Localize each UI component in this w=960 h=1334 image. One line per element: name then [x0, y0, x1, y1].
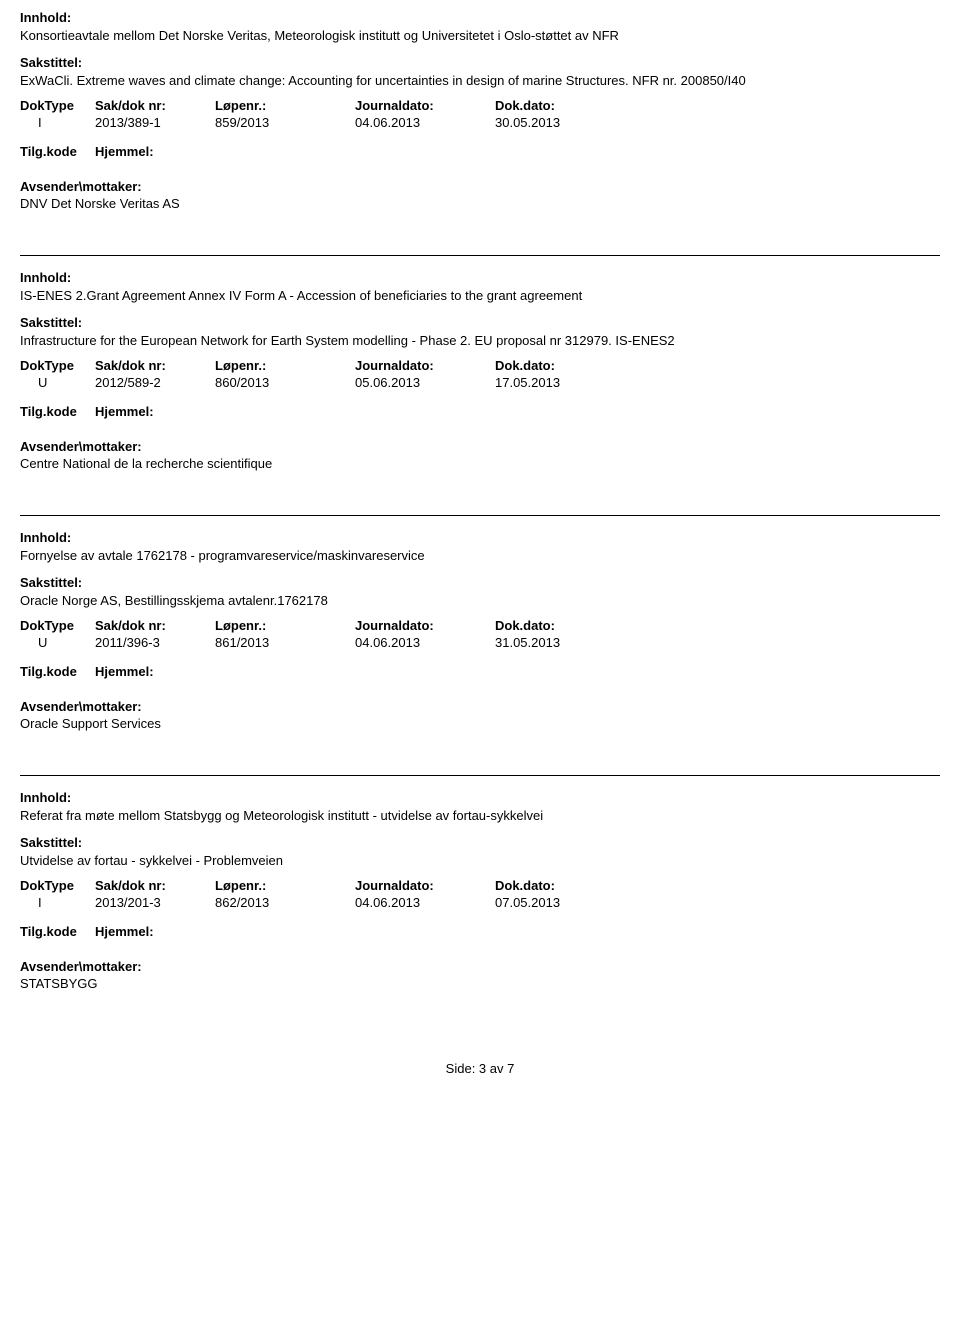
sakstittel-label: Sakstittel: [20, 315, 940, 330]
tilgkode-label: Tilg.kode [20, 664, 95, 679]
journaldato-header: Journaldato: [355, 358, 495, 373]
dokdato-value: 31.05.2013 [495, 635, 635, 650]
journaldato-value: 04.06.2013 [355, 635, 495, 650]
journaldato-value: 05.06.2013 [355, 375, 495, 390]
doktype-header: DokType [20, 358, 95, 373]
sakdoknr-header: Sak/dok nr: [95, 618, 215, 633]
journal-record: Innhold: Konsortieavtale mellom Det Nors… [20, 10, 940, 211]
avsender-label: Avsender\mottaker: [20, 959, 940, 974]
avsender-text: DNV Det Norske Veritas AS [20, 196, 940, 211]
dokdato-value: 17.05.2013 [495, 375, 635, 390]
tilg-row: Tilg.kode Hjemmel: [20, 664, 940, 679]
dokdato-value: 30.05.2013 [495, 115, 635, 130]
lopenr-header: Løpenr.: [215, 878, 355, 893]
page-footer: Side: 3 av 7 [20, 1061, 940, 1076]
separator [20, 515, 940, 516]
sakstittel-text: Infrastructure for the European Network … [20, 333, 940, 348]
data-row: I 2013/201-3 862/2013 04.06.2013 07.05.2… [20, 895, 940, 910]
journaldato-value: 04.06.2013 [355, 115, 495, 130]
header-row: DokType Sak/dok nr: Løpenr.: Journaldato… [20, 98, 940, 113]
innhold-label: Innhold: [20, 270, 940, 285]
innhold-text: Referat fra møte mellom Statsbygg og Met… [20, 808, 940, 823]
hjemmel-label: Hjemmel: [95, 664, 154, 679]
hjemmel-label: Hjemmel: [95, 144, 154, 159]
innhold-label: Innhold: [20, 10, 940, 25]
sakstittel-text: Oracle Norge AS, Bestillingsskjema avtal… [20, 593, 940, 608]
doktype-header: DokType [20, 98, 95, 113]
dokdato-value: 07.05.2013 [495, 895, 635, 910]
sakdoknr-header: Sak/dok nr: [95, 98, 215, 113]
lopenr-header: Løpenr.: [215, 618, 355, 633]
header-row: DokType Sak/dok nr: Løpenr.: Journaldato… [20, 878, 940, 893]
tilg-row: Tilg.kode Hjemmel: [20, 404, 940, 419]
lopenr-value: 861/2013 [215, 635, 355, 650]
doktype-value: I [20, 115, 95, 130]
dokdato-header: Dok.dato: [495, 618, 635, 633]
journal-record: Innhold: Referat fra møte mellom Statsby… [20, 790, 940, 991]
innhold-text: Fornyelse av avtale 1762178 - programvar… [20, 548, 940, 563]
journal-record: Innhold: Fornyelse av avtale 1762178 - p… [20, 530, 940, 731]
doktype-value: U [20, 375, 95, 390]
journaldato-header: Journaldato: [355, 98, 495, 113]
lopenr-value: 862/2013 [215, 895, 355, 910]
sakstittel-label: Sakstittel: [20, 55, 940, 70]
avsender-label: Avsender\mottaker: [20, 699, 940, 714]
tilg-row: Tilg.kode Hjemmel: [20, 144, 940, 159]
innhold-label: Innhold: [20, 790, 940, 805]
innhold-label: Innhold: [20, 530, 940, 545]
doktype-header: DokType [20, 878, 95, 893]
separator [20, 775, 940, 776]
tilg-row: Tilg.kode Hjemmel: [20, 924, 940, 939]
sakdoknr-header: Sak/dok nr: [95, 358, 215, 373]
sakstittel-label: Sakstittel: [20, 835, 940, 850]
sakstittel-text: ExWaCli. Extreme waves and climate chang… [20, 73, 940, 88]
journaldato-header: Journaldato: [355, 618, 495, 633]
header-row: DokType Sak/dok nr: Løpenr.: Journaldato… [20, 358, 940, 373]
journaldato-header: Journaldato: [355, 878, 495, 893]
journal-record: Innhold: IS-ENES 2.Grant Agreement Annex… [20, 270, 940, 471]
separator [20, 255, 940, 256]
sakdoknr-header: Sak/dok nr: [95, 878, 215, 893]
dokdato-header: Dok.dato: [495, 98, 635, 113]
doktype-value: U [20, 635, 95, 650]
dokdato-header: Dok.dato: [495, 878, 635, 893]
hjemmel-label: Hjemmel: [95, 404, 154, 419]
sakdoknr-value: 2011/396-3 [95, 635, 215, 650]
sakstittel-text: Utvidelse av fortau - sykkelvei - Proble… [20, 853, 940, 868]
sakdoknr-value: 2012/589-2 [95, 375, 215, 390]
header-row: DokType Sak/dok nr: Løpenr.: Journaldato… [20, 618, 940, 633]
tilgkode-label: Tilg.kode [20, 924, 95, 939]
lopenr-header: Løpenr.: [215, 98, 355, 113]
lopenr-value: 859/2013 [215, 115, 355, 130]
innhold-text: Konsortieavtale mellom Det Norske Verita… [20, 28, 940, 43]
doktype-header: DokType [20, 618, 95, 633]
tilgkode-label: Tilg.kode [20, 404, 95, 419]
avsender-text: STATSBYGG [20, 976, 940, 991]
sakdoknr-value: 2013/201-3 [95, 895, 215, 910]
data-row: U 2012/589-2 860/2013 05.06.2013 17.05.2… [20, 375, 940, 390]
sakstittel-label: Sakstittel: [20, 575, 940, 590]
tilgkode-label: Tilg.kode [20, 144, 95, 159]
dokdato-header: Dok.dato: [495, 358, 635, 373]
sakdoknr-value: 2013/389-1 [95, 115, 215, 130]
data-row: I 2013/389-1 859/2013 04.06.2013 30.05.2… [20, 115, 940, 130]
data-row: U 2011/396-3 861/2013 04.06.2013 31.05.2… [20, 635, 940, 650]
journaldato-value: 04.06.2013 [355, 895, 495, 910]
lopenr-header: Løpenr.: [215, 358, 355, 373]
hjemmel-label: Hjemmel: [95, 924, 154, 939]
innhold-text: IS-ENES 2.Grant Agreement Annex IV Form … [20, 288, 940, 303]
doktype-value: I [20, 895, 95, 910]
avsender-label: Avsender\mottaker: [20, 439, 940, 454]
lopenr-value: 860/2013 [215, 375, 355, 390]
avsender-text: Oracle Support Services [20, 716, 940, 731]
avsender-label: Avsender\mottaker: [20, 179, 940, 194]
avsender-text: Centre National de la recherche scientif… [20, 456, 940, 471]
